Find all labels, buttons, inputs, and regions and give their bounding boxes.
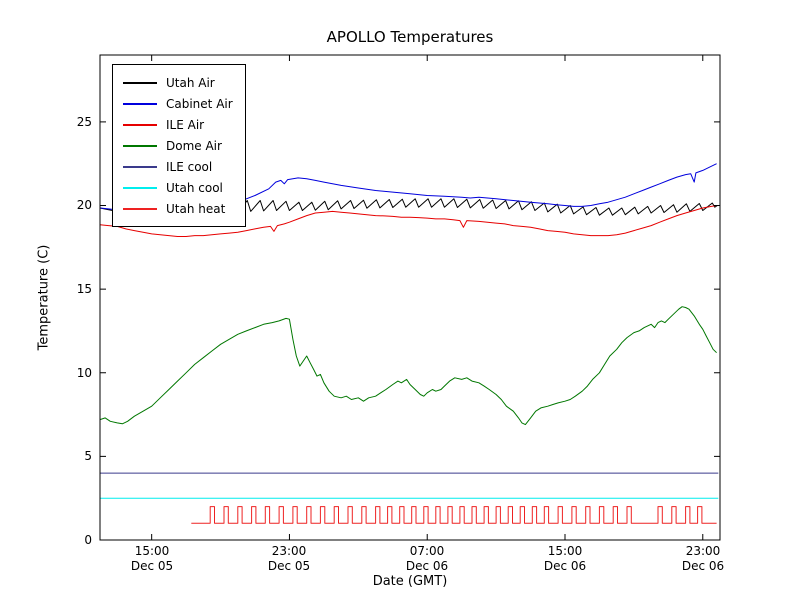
x-tick-label: 23:00 Dec 06 <box>681 544 725 573</box>
legend-line-swatch <box>123 186 157 189</box>
y-tick-label: 10 <box>76 366 92 380</box>
legend-item: Cabinet Air <box>123 93 233 114</box>
x-tick-label: 07:00 Dec 06 <box>405 544 449 573</box>
legend-line-swatch <box>123 102 157 105</box>
x-tick-label: 15:00 Dec 06 <box>543 544 587 573</box>
legend-item: Utah Air <box>123 72 233 93</box>
x-tick-label: 15:00 Dec 05 <box>130 544 174 573</box>
legend-item: Dome Air <box>123 135 233 156</box>
y-tick-label: 5 <box>84 449 92 463</box>
legend-item: Utah cool <box>123 177 233 198</box>
y-tick-label: 20 <box>76 198 92 212</box>
legend-item: ILE cool <box>123 156 233 177</box>
chart-title: APOLLO Temperatures <box>326 28 494 46</box>
y-tick-label: 25 <box>76 115 92 129</box>
y-tick-label: 15 <box>76 282 92 296</box>
x-tick-label: 23:00 Dec 05 <box>267 544 311 573</box>
legend: Utah Air Cabinet Air ILE Air Dome Air IL… <box>112 64 246 227</box>
legend-line-swatch <box>123 81 157 84</box>
x-axis-label: Date (GMT) <box>372 574 448 589</box>
y-axis-label: Temperature (C) <box>36 244 52 351</box>
legend-line-swatch <box>123 165 157 168</box>
legend-line-swatch <box>123 207 157 210</box>
y-tick-label: 0 <box>84 533 92 547</box>
legend-item: Utah heat <box>123 198 233 219</box>
legend-item: ILE Air <box>123 114 233 135</box>
legend-line-swatch <box>123 123 157 126</box>
legend-line-swatch <box>123 144 157 147</box>
